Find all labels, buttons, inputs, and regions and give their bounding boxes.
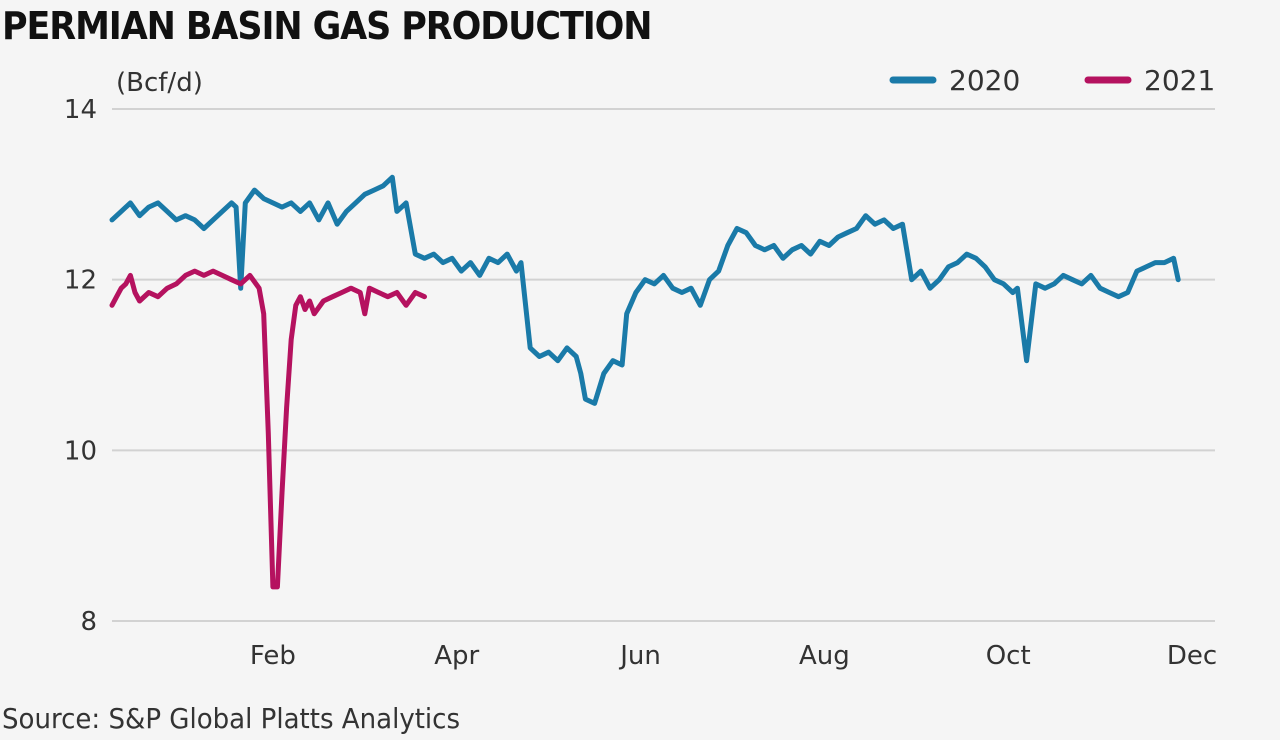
chart-title: PERMIAN BASIN GAS PRODUCTION: [2, 4, 652, 48]
y-tick-label: 8: [80, 607, 97, 637]
x-tick-label: Dec: [1167, 641, 1217, 671]
y-tick-label: 10: [64, 436, 97, 466]
y-axis-unit-label: (Bcf/d): [116, 68, 203, 98]
x-axis-ticks: Feb Apr Jun Aug Oct Dec: [250, 641, 1217, 671]
x-tick-label: Feb: [250, 641, 296, 671]
x-tick-label: Apr: [434, 641, 479, 671]
series-line-2020: [109, 174, 1181, 406]
legend-label-2020: 2020: [949, 64, 1020, 97]
x-tick-label: Aug: [799, 641, 850, 671]
source-note: Source: S&P Global Platts Analytics: [2, 702, 461, 735]
y-axis-ticks: 8 10 12 14: [64, 95, 97, 637]
series-lines: [109, 174, 1181, 590]
y-tick-label: 14: [64, 95, 97, 125]
y-tick-label: 12: [64, 266, 97, 296]
legend-label-2021: 2021: [1144, 64, 1215, 97]
series-line-2021: [109, 268, 427, 590]
x-tick-label: Jun: [618, 641, 661, 671]
legend: 2020 2021: [889, 64, 1215, 97]
x-tick-label: Oct: [986, 641, 1031, 671]
